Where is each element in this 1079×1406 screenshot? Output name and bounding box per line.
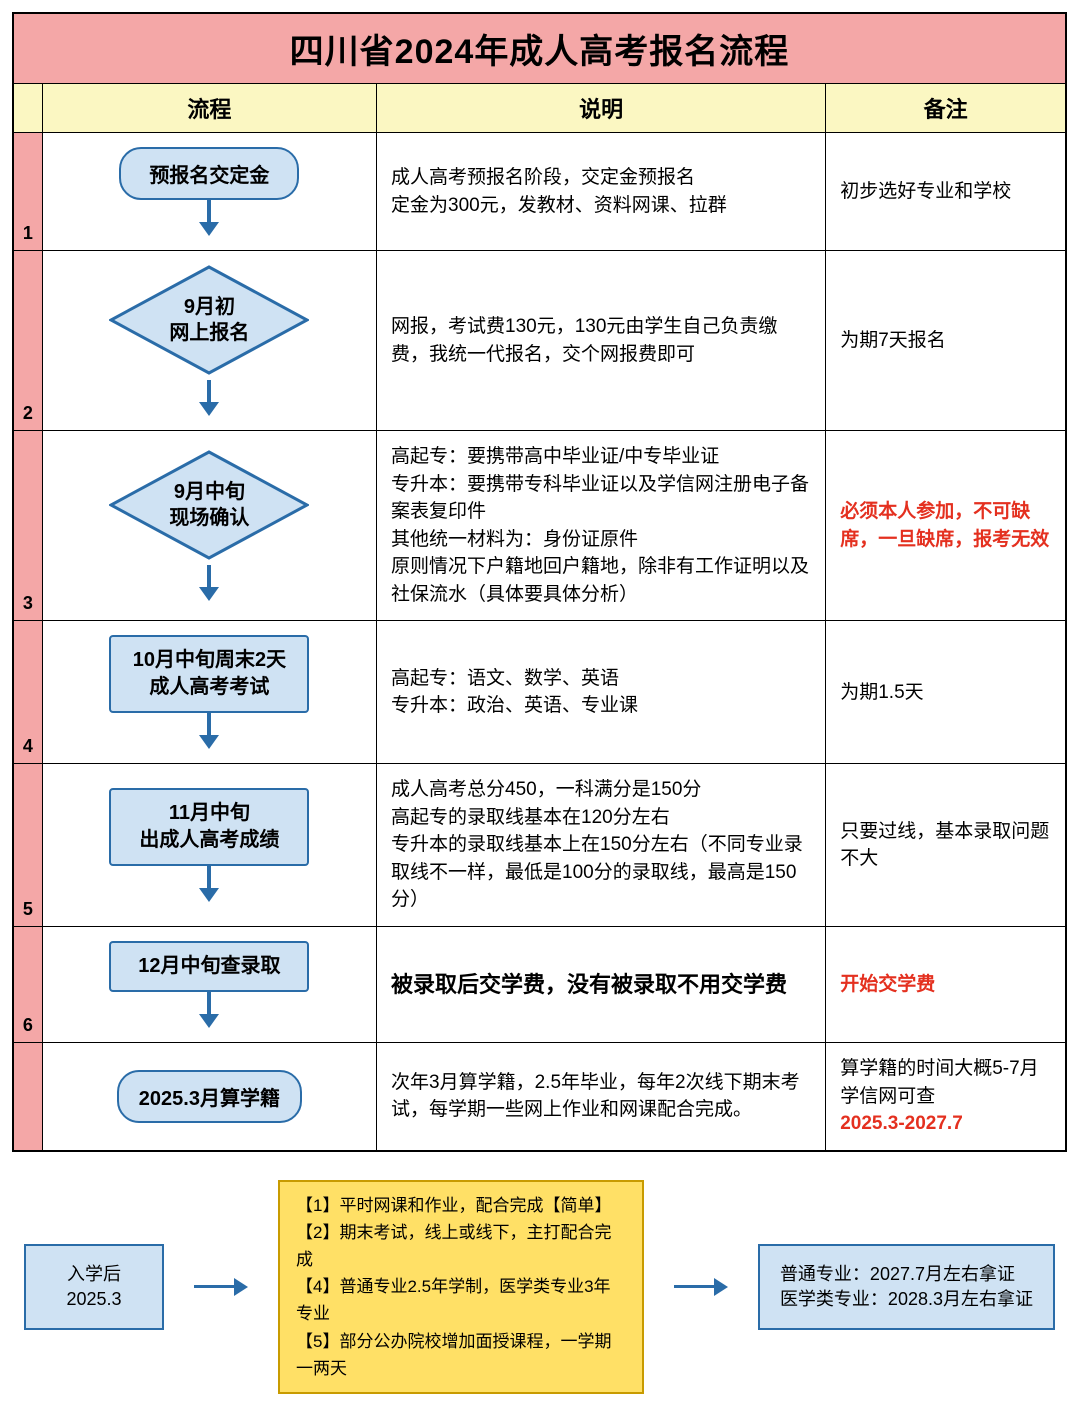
desc-cell: 成人高考总分450，一科满分是150分高起专的录取线基本在120分左右专升本的录… [377, 764, 826, 927]
rect-node: 11月中旬出成人高考成绩 [109, 788, 309, 866]
desc-cell: 网报，考试费130元，130元由学生自己负责缴费，我统一代报名，交个网报费即可 [377, 251, 826, 431]
flow-cell: 9月初网上报名 [42, 251, 376, 431]
arrow-head-icon [199, 1014, 219, 1028]
flow-cell: 9月中旬现场确认 [42, 431, 376, 621]
desc-cell: 被录取后交学费，没有被录取不用交学费 [377, 927, 826, 1043]
flow-cell: 12月中旬查录取 [42, 927, 376, 1043]
footer-mid-line: 【1】平时网课和作业，配合完成【简单】 [296, 1192, 626, 1219]
desc-cell: 高起专：要携带高中毕业证/中专毕业证专升本：要携带专科毕业证以及学信网注册电子备… [377, 431, 826, 621]
desc-cell: 次年3月算学籍，2.5年毕业，每年2次线下期末考试，每学期一些网上作业和网课配合… [377, 1043, 826, 1151]
footer-left-line1: 入学后 [46, 1262, 142, 1287]
row-number: 3 [13, 431, 42, 621]
flow-row: 3 9月中旬现场确认高起专：要携带高中毕业证/中专毕业证专升本：要携带专科毕业证以… [13, 431, 1066, 621]
footer-mid-box: 【1】平时网课和作业，配合完成【简单】【2】期末考试，线上或线下，主打配合完成【… [278, 1180, 644, 1394]
diamond-node: 9月初网上报名 [109, 265, 309, 375]
arrow-head-icon [199, 402, 219, 416]
header-desc: 说明 [377, 84, 826, 133]
arrow-line [207, 866, 211, 888]
arrow-head-icon [199, 222, 219, 236]
note-cell: 只要过线，基本录取问题不大 [826, 764, 1066, 927]
flowchart-table: 四川省2024年成人高考报名流程 流程 说明 备注 1 预报名交定金 成人高考预报名… [12, 12, 1067, 1152]
header-flow: 流程 [42, 84, 376, 133]
row-number: 4 [13, 621, 42, 764]
footer: 入学后 2025.3 【1】平时网课和作业，配合完成【简单】【2】期末考试，线上… [12, 1180, 1067, 1394]
note-cell: 初步选好专业和学校 [826, 133, 1066, 251]
arrow-line [207, 992, 211, 1014]
row-number: 2 [13, 251, 42, 431]
arrow-line [207, 713, 211, 735]
row-number: 1 [13, 133, 42, 251]
arrow-line [207, 565, 211, 587]
desc-cell: 高起专：语文、数学、英语专升本：政治、英语、专业课 [377, 621, 826, 764]
footer-arrow-2 [674, 1278, 728, 1296]
flow-row: 2025.3月算学籍 次年3月算学籍，2.5年毕业，每年2次线下期末考试，每学期一… [13, 1043, 1066, 1151]
arrow-head-icon [199, 888, 219, 902]
flow-cell: 2025.3月算学籍 [42, 1043, 376, 1151]
rect-node: 10月中旬周末2天成人高考考试 [109, 635, 309, 713]
flow-cell: 11月中旬出成人高考成绩 [42, 764, 376, 927]
diamond-node: 9月中旬现场确认 [109, 450, 309, 560]
title-suffix: 年成人高考报名流程 [474, 33, 789, 71]
note-cell: 为期1.5天 [826, 621, 1066, 764]
flow-row: 6 12月中旬查录取 被录取后交学费，没有被录取不用交学费开始交学费 [13, 927, 1066, 1043]
title-prefix: 四川省 [290, 33, 395, 71]
footer-arrow-1 [194, 1278, 248, 1296]
footer-mid-line: 【5】部分公办院校增加面授课程，一学期一两天 [296, 1328, 626, 1382]
row-number [13, 1043, 42, 1151]
row-number: 5 [13, 764, 42, 927]
header-note: 备注 [826, 84, 1066, 133]
title-row: 四川省2024年成人高考报名流程 [13, 13, 1066, 84]
flow-row: 5 11月中旬出成人高考成绩成人高考总分450，一科满分是150分高起专的录取线基… [13, 764, 1066, 927]
flow-cell: 10月中旬周末2天成人高考考试 [42, 621, 376, 764]
flow-row: 4 10月中旬周末2天成人高考考试高起专：语文、数学、英语专升本：政治、英语、专业… [13, 621, 1066, 764]
footer-left-box: 入学后 2025.3 [24, 1244, 164, 1330]
footer-mid-line: 【4】普通专业2.5年学制，医学类专业3年专业 [296, 1273, 626, 1327]
desc-cell: 成人高考预报名阶段，交定金预报名定金为300元，发教材、资料网课、拉群 [377, 133, 826, 251]
flow-row: 2 9月初网上报名网报，考试费130元，130元由学生自己负责缴费，我统一代报名，… [13, 251, 1066, 431]
rounded-node: 预报名交定金 [119, 147, 299, 200]
note-cell: 为期7天报名 [826, 251, 1066, 431]
footer-right-line1: 普通专业：2027.7月左右拿证 [780, 1262, 1033, 1287]
footer-left-line2: 2025.3 [46, 1287, 142, 1312]
flow-cell: 预报名交定金 [42, 133, 376, 251]
rounded-node: 2025.3月算学籍 [117, 1070, 302, 1123]
footer-right-box: 普通专业：2027.7月左右拿证 医学类专业：2028.3月左右拿证 [758, 1244, 1055, 1330]
note-cell: 算学籍的时间大概5-7月学信网可查2025.3-2027.7 [826, 1043, 1066, 1151]
note-cell: 开始交学费 [826, 927, 1066, 1043]
row-number: 6 [13, 927, 42, 1043]
flow-row: 1 预报名交定金 成人高考预报名阶段，交定金预报名定金为300元，发教材、资料网课、… [13, 133, 1066, 251]
title-year: 2024 [395, 33, 475, 71]
arrow-line [207, 380, 211, 402]
footer-right-line2: 医学类专业：2028.3月左右拿证 [780, 1287, 1033, 1312]
arrow-line [207, 200, 211, 222]
footer-mid-line: 【2】期末考试，线上或线下，主打配合完成 [296, 1219, 626, 1273]
header-row: 流程 说明 备注 [13, 84, 1066, 133]
note-cell: 必须本人参加，不可缺席，一旦缺席，报考无效 [826, 431, 1066, 621]
arrow-head-icon [199, 735, 219, 749]
rect-node: 12月中旬查录取 [109, 941, 309, 992]
arrow-head-icon [199, 587, 219, 601]
